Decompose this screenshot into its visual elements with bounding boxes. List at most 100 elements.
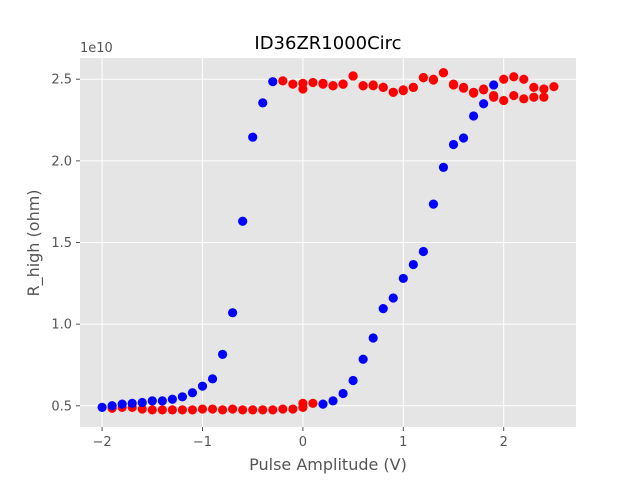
data-point — [418, 72, 428, 83]
data-point — [238, 405, 248, 415]
data-point — [428, 74, 439, 84]
data-point — [117, 399, 127, 409]
data-point — [217, 349, 228, 359]
data-point — [458, 82, 469, 92]
data-point — [438, 68, 449, 78]
data-point — [428, 199, 439, 209]
data-point — [248, 405, 258, 415]
data-point — [177, 392, 188, 402]
data-point — [378, 82, 388, 92]
data-point — [197, 404, 208, 414]
x-tick-label: 0 — [299, 435, 307, 450]
data-point — [308, 77, 318, 88]
data-point — [499, 95, 509, 106]
data-point — [288, 404, 298, 414]
data-point — [388, 293, 398, 303]
data-point — [529, 82, 539, 92]
y-axis-label: R_high (ohm) — [24, 189, 44, 296]
data-point — [408, 82, 418, 92]
y-tick-label: 0.5 — [51, 399, 72, 414]
data-point — [258, 405, 268, 415]
data-point — [519, 74, 529, 84]
data-point — [539, 84, 549, 94]
data-point — [127, 398, 137, 408]
data-point — [217, 405, 228, 415]
data-point — [137, 397, 147, 408]
data-point — [298, 78, 308, 88]
x-tick-label: 1 — [399, 435, 407, 450]
chart-title: ID36ZR1000Circ — [254, 33, 401, 54]
y-tick-label: 2.0 — [51, 154, 72, 169]
data-point — [458, 133, 469, 143]
data-point — [328, 81, 338, 91]
data-point — [509, 72, 519, 82]
y-tick-label: 1.5 — [51, 236, 72, 251]
data-point — [187, 405, 198, 415]
data-point — [448, 139, 459, 150]
data-point — [298, 398, 308, 408]
data-point — [228, 308, 238, 318]
data-point — [318, 399, 328, 409]
data-point — [137, 404, 147, 414]
x-axis-ticks: −2 −1 0 1 2 — [93, 427, 508, 450]
data-point — [157, 396, 167, 406]
data-point — [268, 77, 278, 87]
data-point — [479, 84, 489, 94]
data-point — [408, 259, 418, 270]
data-point — [468, 111, 479, 121]
data-point — [268, 405, 278, 415]
scatter-series — [97, 77, 499, 413]
y-tick-label: 1.0 — [51, 318, 72, 333]
y-axis-offset-label: 1e10 — [80, 41, 113, 56]
data-point — [207, 374, 218, 384]
data-point — [499, 74, 509, 84]
data-point — [418, 246, 428, 257]
data-point — [529, 92, 539, 102]
data-point — [489, 80, 499, 90]
data-point — [378, 304, 388, 314]
x-axis-label: Pulse Amplitude (V) — [249, 455, 407, 474]
data-point — [278, 404, 288, 414]
data-point — [157, 405, 167, 415]
data-point — [167, 394, 177, 404]
data-point — [348, 71, 358, 81]
grid — [80, 58, 576, 427]
x-tick-label: −2 — [93, 435, 112, 450]
data-point — [549, 81, 559, 92]
y-axis-ticks: 0.5 1.0 1.5 2.0 2.5 — [51, 73, 80, 414]
data-series — [97, 68, 559, 415]
data-point — [308, 398, 318, 408]
data-point — [398, 273, 408, 284]
data-point — [468, 87, 479, 97]
data-point — [358, 81, 368, 91]
x-tick-label: −1 — [193, 435, 212, 450]
data-point — [338, 79, 348, 89]
data-point — [398, 86, 408, 96]
data-point — [509, 90, 519, 101]
data-point — [147, 405, 157, 415]
data-point — [97, 402, 107, 413]
data-point — [288, 79, 298, 89]
data-point — [358, 354, 368, 364]
data-point — [338, 388, 348, 399]
data-point — [248, 132, 258, 142]
data-point — [519, 94, 529, 104]
data-point — [107, 401, 117, 411]
data-point — [177, 405, 188, 415]
data-point — [207, 404, 218, 414]
data-point — [368, 333, 378, 343]
scatter-series — [107, 68, 559, 415]
data-point — [187, 388, 198, 398]
data-point — [448, 79, 459, 89]
y-tick-label: 2.5 — [51, 73, 72, 88]
data-point — [539, 92, 549, 102]
data-point — [438, 162, 449, 172]
data-point — [258, 98, 268, 108]
data-point — [348, 375, 358, 386]
data-point — [167, 405, 177, 415]
x-tick-label: 2 — [500, 435, 508, 450]
data-point — [368, 81, 378, 91]
data-point — [228, 404, 238, 414]
data-point — [238, 216, 248, 226]
